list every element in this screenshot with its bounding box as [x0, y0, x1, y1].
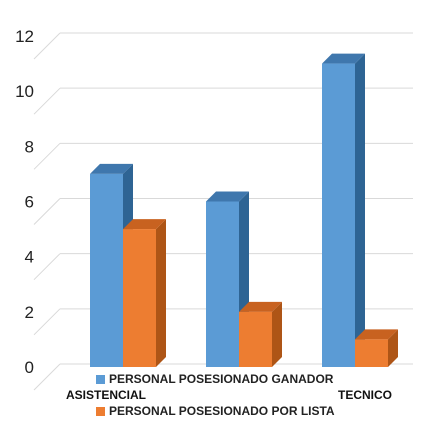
- bar-top: [239, 301, 282, 312]
- category-label-asistencial: ASISTENCIAL: [66, 388, 147, 402]
- y-tick-label-6: 6: [25, 193, 34, 212]
- gridline-depth-10: [33, 87, 61, 115]
- y-tick-label-8: 8: [25, 137, 34, 156]
- bar-front: [355, 339, 388, 367]
- bar-side: [272, 301, 282, 367]
- y-tick-label-2: 2: [25, 303, 34, 322]
- y-tick-label-4: 4: [25, 248, 34, 267]
- gridline-depth-8: [33, 142, 61, 170]
- bar-top: [206, 191, 249, 202]
- bar-front: [123, 229, 156, 367]
- gridline-depth-6: [33, 198, 61, 225]
- bar-top: [322, 53, 365, 64]
- legend-item-lista: PERSONAL POSESIONADO POR LISTA: [96, 404, 335, 418]
- bar-front: [90, 173, 123, 367]
- y-tick-label-0: 0: [25, 358, 34, 377]
- bar-top: [123, 219, 166, 230]
- legend-label-lista: PERSONAL POSESIONADO POR LISTA: [109, 404, 335, 418]
- bar-side: [156, 219, 166, 367]
- gridline-depth-4: [33, 253, 61, 281]
- bar-side: [388, 329, 398, 367]
- legend-swatch-orange: [96, 406, 105, 416]
- gridline-depth-12: [33, 32, 61, 60]
- legend-label-ganador: PERSONAL POSESIONADO GANADOR: [109, 372, 334, 386]
- bar-ganador-2: [322, 53, 365, 367]
- bar-lista-0: [123, 219, 166, 367]
- bar-lista-2: [355, 329, 398, 367]
- gridline-depth-2: [33, 308, 61, 336]
- y-tick-label-12: 12: [15, 27, 34, 46]
- category-label-tecnico: TECNICO: [338, 388, 392, 402]
- bars: [90, 53, 398, 367]
- bar-front: [322, 63, 355, 367]
- bar-front: [206, 201, 239, 367]
- bar-front: [239, 311, 272, 367]
- y-axis-tick-labels: 0 2 4 6 8 10 12: [15, 27, 34, 377]
- legend-swatch-blue: [96, 374, 105, 384]
- gridline-depth-0: [33, 363, 61, 391]
- bar-side: [355, 53, 365, 367]
- bar-top: [90, 163, 133, 174]
- bar-lista-1: [239, 301, 282, 367]
- bar-top: [355, 329, 398, 340]
- legend-item-ganador: PERSONAL POSESIONADO GANADOR: [96, 372, 333, 386]
- y-tick-label-10: 10: [15, 82, 34, 101]
